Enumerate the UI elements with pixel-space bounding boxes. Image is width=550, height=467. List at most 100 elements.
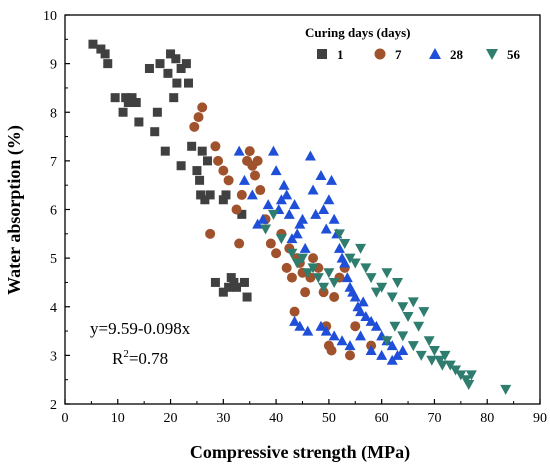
data-point-series-56 xyxy=(423,336,435,347)
data-point-series-56 xyxy=(307,263,319,274)
data-point-series-1 xyxy=(184,78,193,88)
data-point-series-1 xyxy=(152,107,162,117)
data-point-series-28 xyxy=(341,272,353,283)
data-point-series-1 xyxy=(134,117,144,127)
data-point-series-7 xyxy=(189,121,200,132)
data-point-series-28 xyxy=(238,174,250,185)
series-56 xyxy=(260,209,512,395)
data-point-series-56 xyxy=(275,234,287,245)
data-point-series-28 xyxy=(289,315,301,326)
data-point-series-56 xyxy=(349,258,361,269)
data-point-series-7 xyxy=(210,141,221,152)
legend: Curing days (days) 1 7 28 56 xyxy=(305,25,521,62)
data-point-series-1 xyxy=(160,146,170,156)
data-point-series-7 xyxy=(252,155,263,166)
data-point-series-56 xyxy=(318,282,330,293)
data-point-series-28 xyxy=(355,330,367,341)
legend-item-1: 1 xyxy=(317,47,344,62)
data-point-series-56 xyxy=(407,297,419,308)
data-point-series-1 xyxy=(150,127,160,137)
data-point-series-28 xyxy=(386,340,398,351)
legend-label-28: 28 xyxy=(450,47,464,62)
data-point-series-7 xyxy=(218,165,229,176)
legend-title: Curing days (days) xyxy=(305,25,410,40)
data-point-series-28 xyxy=(349,291,361,302)
data-point-series-56 xyxy=(381,336,393,347)
data-point-series-28 xyxy=(246,189,258,200)
y-tick-label: 2 xyxy=(50,398,57,413)
data-point-series-56 xyxy=(260,224,272,235)
data-point-series-7 xyxy=(205,228,216,239)
data-point-series-28 xyxy=(328,330,340,341)
data-point-series-7 xyxy=(329,292,340,303)
x-tick-label: 30 xyxy=(216,411,230,426)
data-point-series-28 xyxy=(278,179,290,190)
data-point-series-56 xyxy=(386,292,398,303)
data-point-series-7 xyxy=(234,238,245,249)
data-point-series-1 xyxy=(195,175,205,185)
data-point-series-1 xyxy=(172,78,182,88)
data-point-series-1 xyxy=(88,39,98,49)
data-point-series-7 xyxy=(244,146,255,157)
data-point-series-1 xyxy=(100,49,110,59)
r-squared-superscript: 2 xyxy=(123,348,129,360)
data-point-series-1 xyxy=(187,141,197,151)
x-tick-label: 60 xyxy=(375,411,389,426)
data-point-series-7 xyxy=(286,272,297,283)
data-point-series-28 xyxy=(355,306,367,317)
data-point-series-56 xyxy=(370,287,382,298)
data-point-series-1 xyxy=(144,63,154,73)
x-tick-label: 40 xyxy=(269,411,283,426)
data-point-series-56 xyxy=(402,311,414,322)
series-7 xyxy=(189,102,377,361)
data-point-series-28 xyxy=(257,213,269,224)
data-point-series-28 xyxy=(281,189,293,200)
plot-frame xyxy=(64,14,541,405)
data-point-series-56 xyxy=(312,273,324,284)
data-point-series-28 xyxy=(333,242,345,253)
data-point-series-7 xyxy=(271,248,282,259)
legend-label-7: 7 xyxy=(395,47,402,62)
data-point-series-56 xyxy=(365,273,377,284)
data-point-series-56 xyxy=(426,355,438,366)
data-point-series-56 xyxy=(439,350,451,361)
data-point-series-56 xyxy=(302,268,314,279)
data-point-series-1 xyxy=(205,190,215,200)
data-point-series-7 xyxy=(255,185,266,196)
data-point-series-1 xyxy=(169,93,179,103)
data-point-series-1 xyxy=(229,277,239,287)
data-point-series-28 xyxy=(297,213,308,224)
y-tick-label: 7 xyxy=(50,155,57,170)
data-point-series-56 xyxy=(436,360,448,371)
data-point-series-1 xyxy=(218,287,228,297)
legend-item-28: 28 xyxy=(429,47,464,62)
legend-marker-56 xyxy=(486,49,498,60)
legend-marker-7 xyxy=(374,48,386,60)
data-point-series-56 xyxy=(355,243,367,254)
data-point-series-1 xyxy=(176,161,186,171)
data-point-series-28 xyxy=(233,145,245,156)
data-point-series-1 xyxy=(224,282,234,292)
data-point-series-56 xyxy=(389,321,401,332)
data-point-series-28 xyxy=(326,174,338,185)
data-point-series-56 xyxy=(500,384,512,395)
data-point-series-1 xyxy=(200,195,210,205)
data-point-series-7 xyxy=(213,155,224,166)
data-point-series-56 xyxy=(428,346,440,357)
data-point-series-28 xyxy=(397,345,409,356)
data-point-series-1 xyxy=(176,63,186,73)
data-point-series-28 xyxy=(336,335,348,346)
data-point-series-28 xyxy=(376,349,388,360)
data-point-series-28 xyxy=(294,320,306,331)
data-point-series-1 xyxy=(171,54,181,64)
data-point-series-1 xyxy=(131,98,141,108)
data-point-series-56 xyxy=(339,239,351,250)
data-point-series-1 xyxy=(192,166,202,176)
data-point-series-56 xyxy=(397,302,409,313)
data-point-series-56 xyxy=(267,209,279,220)
y-tick-label: 5 xyxy=(50,252,57,267)
data-point-series-56 xyxy=(381,268,393,279)
legend-marker-1 xyxy=(317,49,327,59)
x-tick-label: 80 xyxy=(480,411,494,426)
